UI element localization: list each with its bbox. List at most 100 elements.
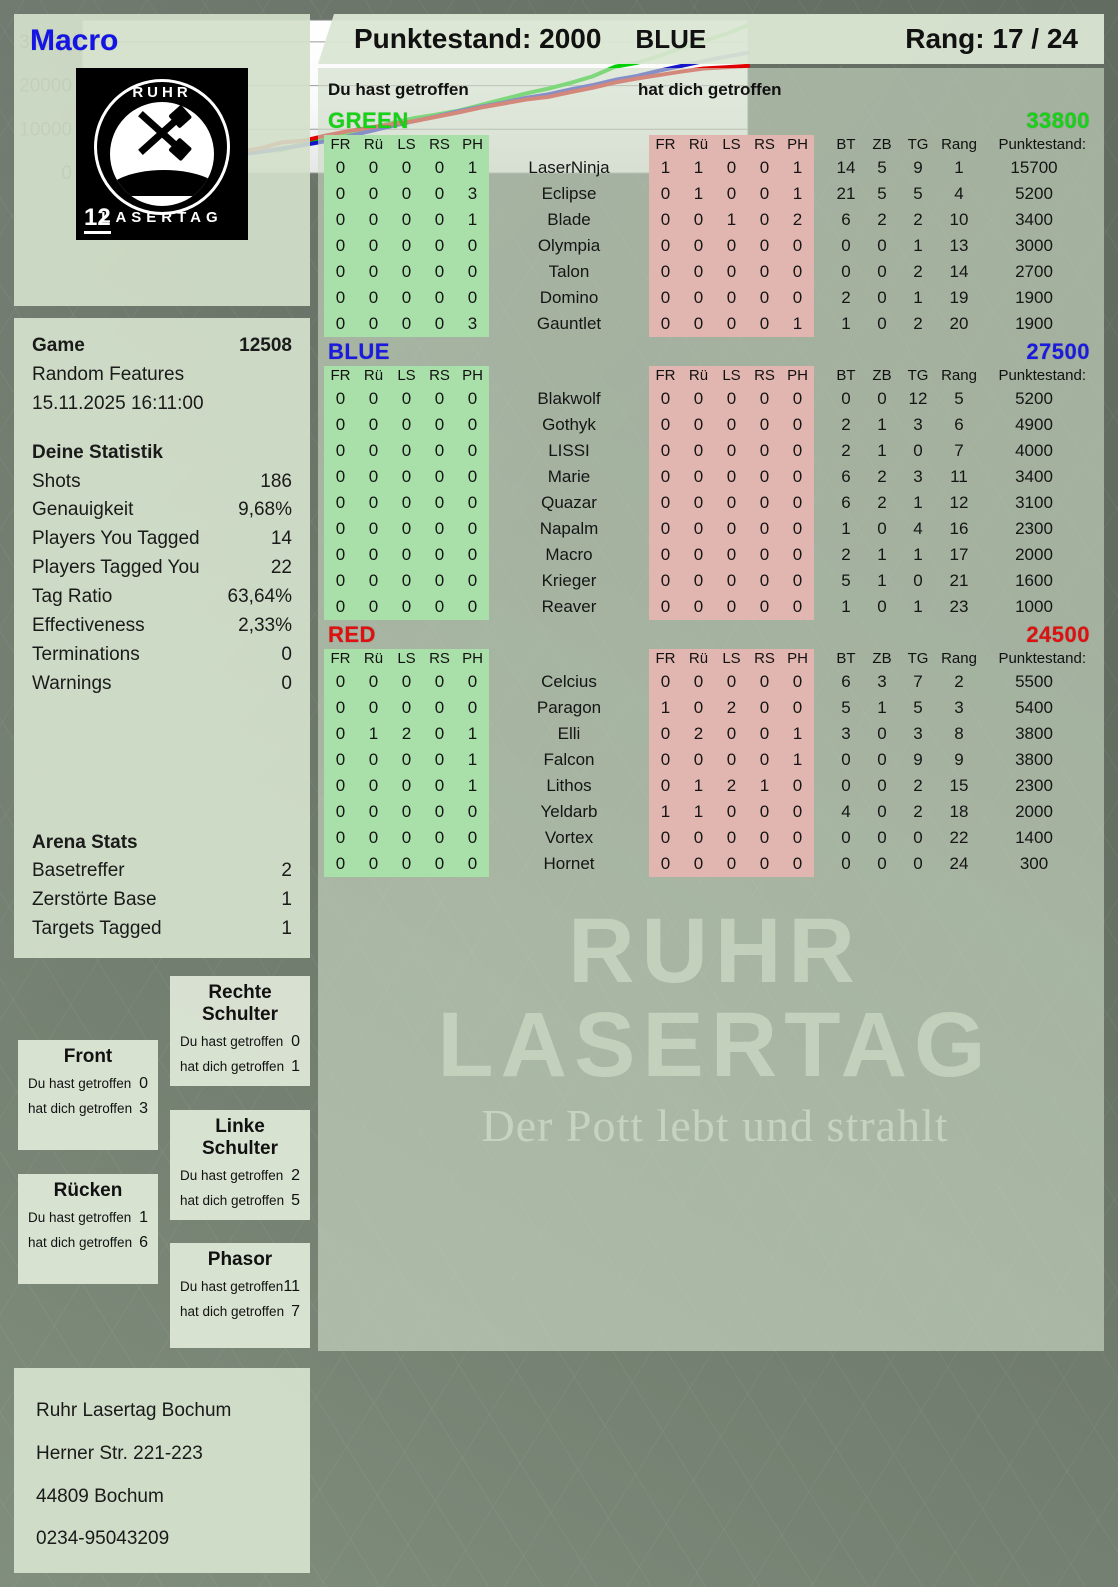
cell-in: 0 (649, 516, 682, 542)
cell-zb: 0 (877, 314, 887, 333)
cell-in: 0 (649, 181, 682, 207)
cell-bt: 4 (841, 802, 851, 821)
cell-in: 0 (748, 259, 781, 285)
table-header-row: FR Rü LS RS PH FR Rü LS RS PH BT ZB TG Rang Punktestan… (324, 366, 1086, 386)
col-head-in-FR: FR (649, 366, 682, 386)
cell-zb: 3 (877, 672, 887, 691)
table-row: 0 0 0 0 0 LISSI 0 0 0 0 0 2 1 0 7 4000 (324, 438, 1086, 464)
cell-gap (814, 799, 828, 825)
table-row: 0 0 0 0 0 Reaver 0 0 0 0 0 1 0 1 23 1000 (324, 594, 1086, 620)
cell-tg: 3 (913, 724, 923, 743)
cell-rang: 6 (954, 415, 964, 434)
cell-in: 0 (682, 516, 715, 542)
cell-tg: 9 (913, 750, 923, 769)
cell-player-name: Gothyk (542, 415, 596, 434)
cell-in: 0 (715, 721, 748, 747)
table-row: 0 0 0 0 0 Olympia 0 0 0 0 0 0 0 1 13 3000 (324, 233, 1086, 259)
cell-in: 1 (682, 773, 715, 799)
arena-stat-label: Targets Tagged (32, 918, 162, 940)
cell-out: 0 (423, 669, 456, 695)
logo-word-bottom: LASERTAG (101, 209, 223, 226)
personal-stat-value: 63,64% (227, 586, 292, 607)
cell-in: 0 (715, 311, 748, 337)
cell-gap (814, 825, 828, 851)
cell-out: 0 (357, 516, 390, 542)
col-head-out-PH: PH (456, 366, 489, 386)
cell-player-name: Napalm (539, 519, 599, 538)
cell-out: 0 (423, 464, 456, 490)
cell-player-name: Macro (545, 545, 593, 564)
col-head-points: Punktestand: (998, 367, 1086, 384)
cell-points: 3800 (1015, 724, 1053, 743)
cell-rang: 19 (949, 288, 969, 307)
cell-gap (814, 285, 828, 311)
hit-zone-out-label: Du hast getroffen (180, 1168, 284, 1183)
team-header-green: GREEN 33800 (318, 106, 1104, 135)
cell-rang: 5 (954, 389, 964, 408)
cell-in: 1 (682, 799, 715, 825)
arena-stat-label: Zerstörte Base (32, 889, 157, 911)
team-name: RED (328, 622, 376, 647)
cell-out: 0 (390, 851, 423, 877)
cell-in: 0 (649, 568, 682, 594)
hit-zone-out-label: Du hast getroffen (28, 1076, 132, 1091)
col-head-out-PH: PH (456, 649, 489, 669)
cell-in: 1 (781, 155, 814, 181)
cell-in: 0 (748, 542, 781, 568)
cell-rang: 15 (949, 776, 969, 795)
hit-zone-out-row: Du hast getroffen 2 (180, 1167, 300, 1185)
hit-zone-phasor: Phasor Du hast getroffen 11 hat dich get… (170, 1243, 310, 1348)
cell-in: 0 (748, 464, 781, 490)
hit-zone-out-value: 11 (283, 1278, 300, 1295)
col-gap (814, 135, 828, 155)
cell-in: 0 (781, 438, 814, 464)
cell-player-name: Talon (548, 262, 590, 281)
cell-out: 0 (456, 259, 489, 285)
table-row: 0 0 0 0 0 Blakwolf 0 0 0 0 0 0 0 12 5 5200 (324, 386, 1086, 412)
cell-gap (814, 207, 828, 233)
table-row: 0 0 0 0 0 Celcius 0 0 0 0 0 6 3 7 2 5500 (324, 669, 1086, 695)
cell-player-name: Reaver (541, 597, 597, 616)
cell-tg: 2 (913, 314, 923, 333)
header-bar: Punktestand: 2000 BLUE Rang: 17 / 24 (318, 14, 1104, 64)
cell-rang: 14 (949, 262, 969, 281)
cell-out: 0 (456, 516, 489, 542)
cell-out: 0 (390, 233, 423, 259)
cell-player-name: LaserNinja (528, 158, 610, 177)
cell-points: 2300 (1015, 776, 1053, 795)
cell-out: 0 (423, 181, 456, 207)
cell-out: 0 (357, 542, 390, 568)
cell-in: 1 (748, 773, 781, 799)
cell-gap (814, 695, 828, 721)
personal-stat-label: Players You Tagged (32, 528, 200, 550)
cell-in: 0 (649, 438, 682, 464)
cell-points: 5400 (1015, 698, 1053, 717)
cell-out: 0 (456, 386, 489, 412)
cell-zb: 0 (877, 854, 887, 873)
arena-stats-heading: Arena Stats (32, 831, 138, 853)
cell-out: 0 (324, 181, 357, 207)
cell-points: 2300 (1015, 519, 1053, 538)
table-row: 0 0 0 0 3 Gauntlet 0 0 0 0 1 1 0 2 20 1900 (324, 311, 1086, 337)
cell-in: 0 (781, 233, 814, 259)
cell-in: 0 (682, 311, 715, 337)
cell-out: 0 (357, 747, 390, 773)
cell-out: 0 (357, 181, 390, 207)
cell-out: 0 (324, 669, 357, 695)
cell-tg: 0 (913, 441, 923, 460)
cell-in: 1 (649, 155, 682, 181)
personal-stat-value: 186 (260, 470, 292, 492)
cell-zb: 0 (877, 776, 887, 795)
team-total: 33800 (1026, 108, 1090, 133)
hit-zone-out-value: 0 (139, 1075, 148, 1092)
table-row: 0 0 0 0 0 Yeldarb 1 1 0 0 0 4 0 2 18 2000 (324, 799, 1086, 825)
cell-out: 0 (390, 464, 423, 490)
cell-out: 0 (324, 438, 357, 464)
cell-out: 0 (423, 542, 456, 568)
cell-out: 0 (423, 285, 456, 311)
game-row: Game 12508 (32, 332, 292, 361)
cell-in: 0 (781, 851, 814, 877)
personal-stat-label: Players Tagged You (32, 557, 200, 579)
cell-in: 0 (715, 825, 748, 851)
cell-out: 0 (357, 464, 390, 490)
